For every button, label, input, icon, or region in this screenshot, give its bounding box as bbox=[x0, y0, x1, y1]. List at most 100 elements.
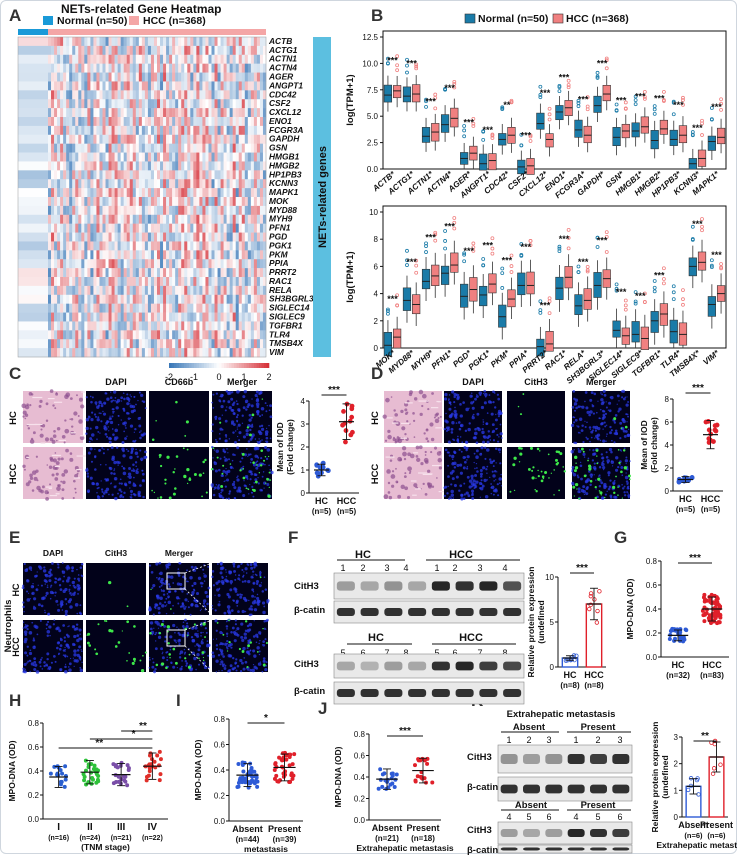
heatmap-cell bbox=[127, 73, 130, 82]
heatmap-cell bbox=[121, 286, 124, 295]
heatmap-cell bbox=[239, 153, 242, 162]
outlier bbox=[653, 286, 656, 289]
he-streak bbox=[41, 443, 46, 444]
dapi-nucleus bbox=[110, 472, 113, 475]
heatmap-cell bbox=[205, 90, 208, 99]
heatmap-cell bbox=[236, 268, 239, 277]
heatmap-cell bbox=[227, 304, 230, 313]
heatmap-cell bbox=[51, 126, 54, 135]
heatmap-cell bbox=[133, 268, 136, 277]
heatmap-cell bbox=[69, 73, 72, 82]
heatmap-cell bbox=[215, 286, 218, 295]
green-signal bbox=[269, 472, 271, 474]
heatmap-cell bbox=[163, 126, 166, 135]
heatmap-cell bbox=[84, 99, 87, 108]
outlier bbox=[396, 69, 399, 72]
heatmap-cell bbox=[181, 268, 184, 277]
dapi-nucleus bbox=[476, 467, 478, 469]
heatmap-cell bbox=[127, 126, 130, 135]
dapi-nucleus bbox=[139, 449, 141, 451]
heatmap-cell bbox=[115, 286, 118, 295]
heatmap-cell bbox=[154, 241, 157, 250]
dapi-nucleus bbox=[236, 446, 239, 449]
dapi-nucleus bbox=[449, 454, 451, 456]
heatmap-cell bbox=[178, 108, 181, 117]
heatmap-cell bbox=[99, 117, 102, 126]
he-nucleus bbox=[440, 416, 442, 418]
significance-label: *** bbox=[463, 118, 474, 128]
heatmap-cell bbox=[199, 37, 202, 46]
heatmap-cell bbox=[78, 108, 81, 117]
heatmap-cell bbox=[263, 161, 266, 170]
dapi-nucleus bbox=[474, 468, 476, 470]
dapi-nucleus bbox=[489, 477, 490, 478]
he-nucleus bbox=[427, 440, 429, 442]
heatmap-cell bbox=[260, 215, 263, 224]
heatmap-cell bbox=[60, 55, 63, 64]
he-nucleus bbox=[435, 414, 438, 417]
heatmap-cell bbox=[124, 250, 127, 259]
heatmap-cell bbox=[193, 64, 196, 73]
heatmap-cell bbox=[106, 233, 109, 242]
he-nucleus bbox=[384, 494, 389, 499]
heatmap-cell bbox=[175, 348, 178, 357]
heatmap-cell bbox=[205, 161, 208, 170]
dapi-nucleus bbox=[232, 460, 234, 462]
heatmap-cell bbox=[218, 348, 221, 357]
dapi-nucleus bbox=[123, 472, 127, 476]
heatmap-cell bbox=[257, 295, 260, 304]
heatmap-cell bbox=[221, 64, 224, 73]
heatmap-cell bbox=[103, 348, 106, 357]
heatmap-cell bbox=[51, 250, 54, 259]
heatmap-cell bbox=[178, 259, 181, 268]
heatmap-cell bbox=[239, 241, 242, 250]
heatmap-cell bbox=[227, 250, 230, 259]
heatmap-cell bbox=[184, 64, 187, 73]
heatmap-cell bbox=[121, 153, 124, 162]
dapi-nucleus bbox=[226, 498, 228, 500]
dapi-nucleus bbox=[216, 441, 218, 443]
data-point bbox=[344, 429, 348, 433]
heatmap-cell bbox=[78, 215, 81, 224]
heatmap-cell bbox=[96, 197, 99, 206]
green-signal bbox=[548, 477, 550, 479]
box bbox=[422, 269, 430, 289]
heatmap-cell bbox=[218, 241, 221, 250]
dapi-nucleus bbox=[245, 429, 248, 432]
heatmap-cell bbox=[166, 153, 169, 162]
heatmap-cell bbox=[169, 117, 172, 126]
heatmap-cell bbox=[163, 277, 166, 286]
he-nucleus bbox=[46, 464, 48, 466]
dapi-nucleus bbox=[590, 473, 593, 476]
he-nucleus bbox=[53, 434, 57, 438]
green-signal bbox=[575, 462, 576, 463]
heatmap-cell bbox=[239, 295, 242, 304]
dapi-nucleus bbox=[490, 483, 492, 485]
heatmap-cell bbox=[190, 188, 193, 197]
dapi-nucleus bbox=[227, 470, 230, 473]
y-tick-label: 4 bbox=[301, 397, 306, 406]
dapi-nucleus bbox=[257, 455, 259, 457]
heatmap-cell bbox=[60, 286, 63, 295]
dapi-nucleus bbox=[243, 406, 246, 409]
heatmap-cell bbox=[151, 179, 154, 188]
heatmap-cell bbox=[127, 250, 130, 259]
dapi-nucleus bbox=[483, 421, 485, 423]
heatmap-cell bbox=[151, 117, 154, 126]
heatmap-cell bbox=[124, 179, 127, 188]
dapi-image bbox=[444, 390, 503, 444]
heatmap-cell bbox=[93, 135, 96, 144]
heatmap-cell bbox=[51, 90, 54, 99]
heatmap-cell bbox=[112, 64, 115, 73]
heatmap-cell bbox=[254, 135, 257, 144]
heatmap-cell bbox=[96, 90, 99, 99]
heatmap-cell bbox=[106, 224, 109, 233]
dapi-nucleus bbox=[33, 597, 36, 600]
dapi-nucleus bbox=[444, 393, 447, 396]
heatmap-cell bbox=[202, 224, 205, 233]
heatmap-cell bbox=[133, 259, 136, 268]
panel-letter-b: B bbox=[371, 6, 383, 25]
heatmap-cell bbox=[78, 170, 81, 179]
heatmap-cell bbox=[130, 46, 133, 55]
heatmap-cell bbox=[151, 81, 154, 90]
